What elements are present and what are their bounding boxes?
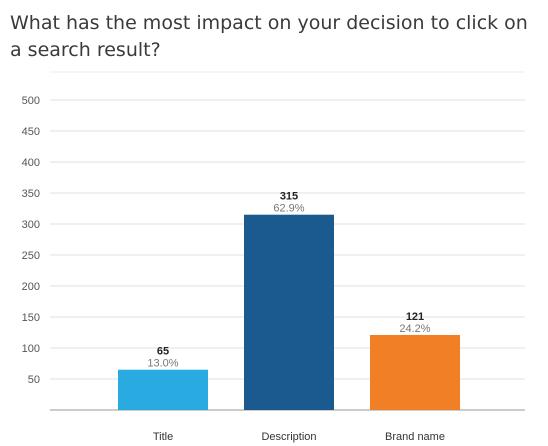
bar-description[interactable] [244,214,334,410]
data-label-percent: 62.9% [273,203,304,215]
data-label-value: 315 [280,191,298,203]
y-tick-label: 200 [22,281,40,293]
data-label-value: 121 [406,311,424,323]
y-tick-label: 350 [22,188,40,200]
y-tick-label: 300 [22,219,40,231]
data-label-value: 65 [157,346,169,358]
x-tick-label: Brand name [385,431,445,443]
x-tick-label: Title [153,431,173,443]
data-label-percent: 13.0% [147,358,178,370]
bar-title[interactable] [118,369,208,410]
y-tick-label: 400 [22,157,40,169]
chart-title: What has the most impact on your decisio… [10,12,528,61]
data-label-percent: 24.2% [399,323,430,335]
y-tick-label: 250 [22,250,40,262]
y-tick-label: 450 [22,126,40,138]
y-tick-label: 50 [28,374,40,386]
x-tick-label: Description [261,431,316,443]
y-tick-label: 100 [22,343,40,355]
y-tick-label: 150 [22,312,40,324]
y-tick-label: 500 [22,95,40,107]
bar-brand-name[interactable] [370,334,460,410]
